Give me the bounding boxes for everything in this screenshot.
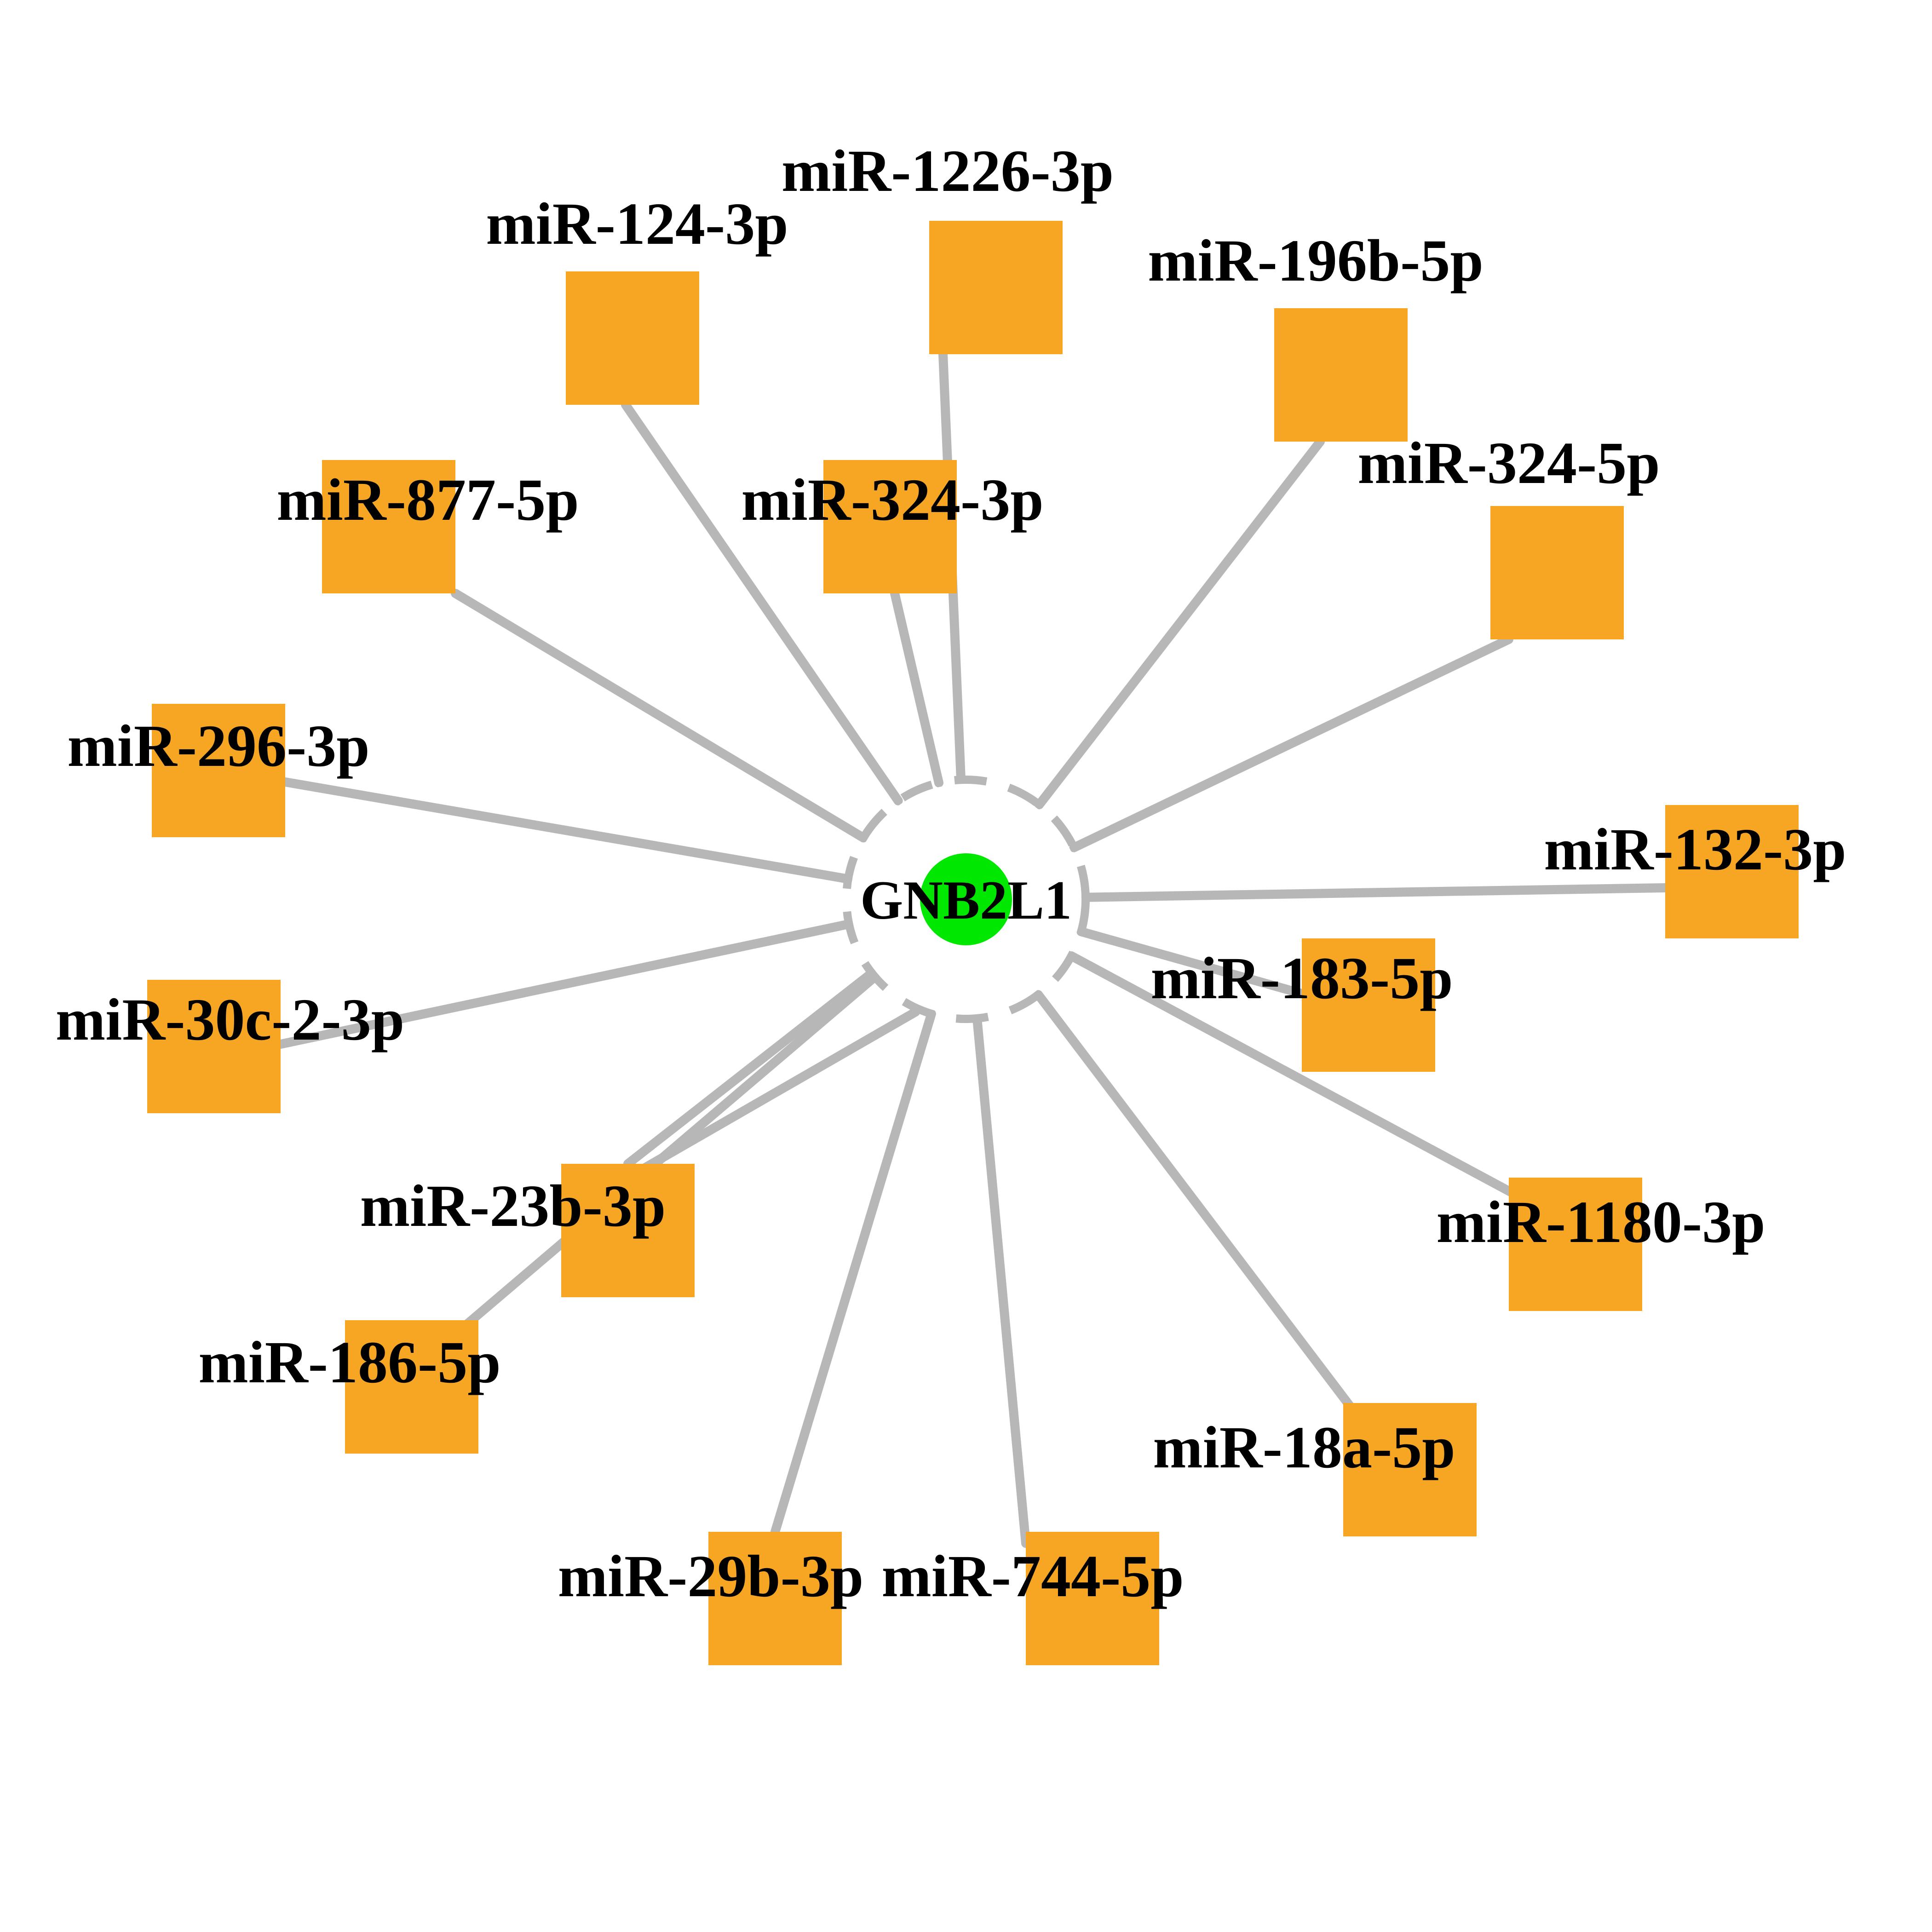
outer-node-label: miR-132-3p <box>1544 816 1846 883</box>
outer-node <box>1490 506 1624 639</box>
outer-node-label: miR-1226-3p <box>782 138 1114 204</box>
network-diagram: miR-1226-3pmiR-124-3p miR-196b-5p miR-877-… <box>0 0 1932 1932</box>
outer-node-label: miR-744-5p <box>881 1543 1184 1610</box>
outer-node <box>929 221 1063 354</box>
outer-node-label: miR-324-3p <box>741 467 1043 533</box>
outer-node-label: miR-18a-5p <box>1153 1414 1455 1481</box>
outer-node-label: miR-324-5p <box>1357 430 1660 496</box>
outer-node-label: miR-1180-3p <box>1437 1189 1765 1255</box>
outer-node-label: miR-124-3p <box>486 191 788 257</box>
outer-node <box>1274 308 1408 442</box>
outer-node-label: miR-30c-2-3p <box>56 987 404 1053</box>
outer-node-label: miR-183-5p <box>1150 945 1453 1012</box>
outer-node-label: miR-296-3p <box>67 713 369 779</box>
outer-node-label: miR-186-5p <box>198 1329 500 1396</box>
outer-node-label: miR-29b-3p <box>558 1543 863 1610</box>
outer-node-label: miR-23b-3p <box>360 1173 666 1239</box>
center-node-label: GNB2L1 <box>860 869 1072 931</box>
outer-node <box>566 271 699 405</box>
outer-node-label: miR-196b-5p <box>1148 228 1483 294</box>
outer-node-label: miR-877-5p <box>276 467 579 533</box>
